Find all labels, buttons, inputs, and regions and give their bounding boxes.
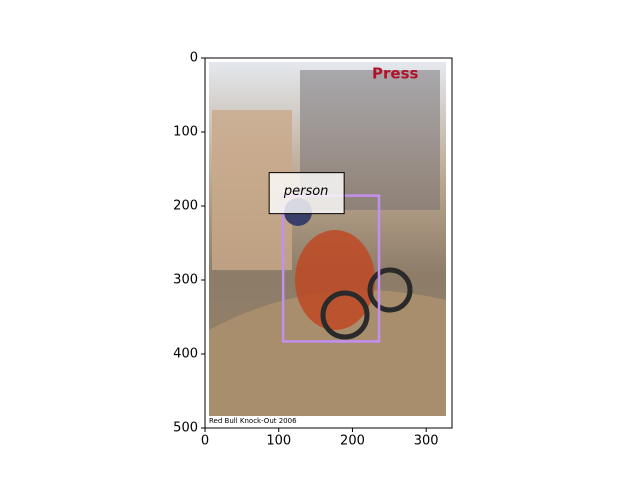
image-text: Press — [372, 65, 418, 83]
x-tick-label: 200 — [340, 434, 365, 449]
x-tick-label: 300 — [414, 434, 439, 449]
y-tick-label: 500 — [173, 421, 198, 436]
axes-frame — [204, 57, 453, 429]
y-tick-label: 200 — [173, 199, 198, 214]
x-tick-label: 100 — [266, 434, 291, 449]
detection-label: person — [283, 184, 329, 199]
y-tick-label: 300 — [173, 273, 198, 288]
label-box — [268, 172, 345, 215]
y-tick-label: 400 — [173, 347, 198, 362]
image-text: Red Bull Knock-Out 2006 — [209, 417, 297, 425]
x-tick-label: 0 — [201, 434, 209, 449]
y-tick-label: 100 — [173, 125, 198, 140]
photo: Press Red Bull Knock-Out 2006 — [205, 58, 452, 428]
y-tick-label: 0 — [190, 51, 198, 66]
